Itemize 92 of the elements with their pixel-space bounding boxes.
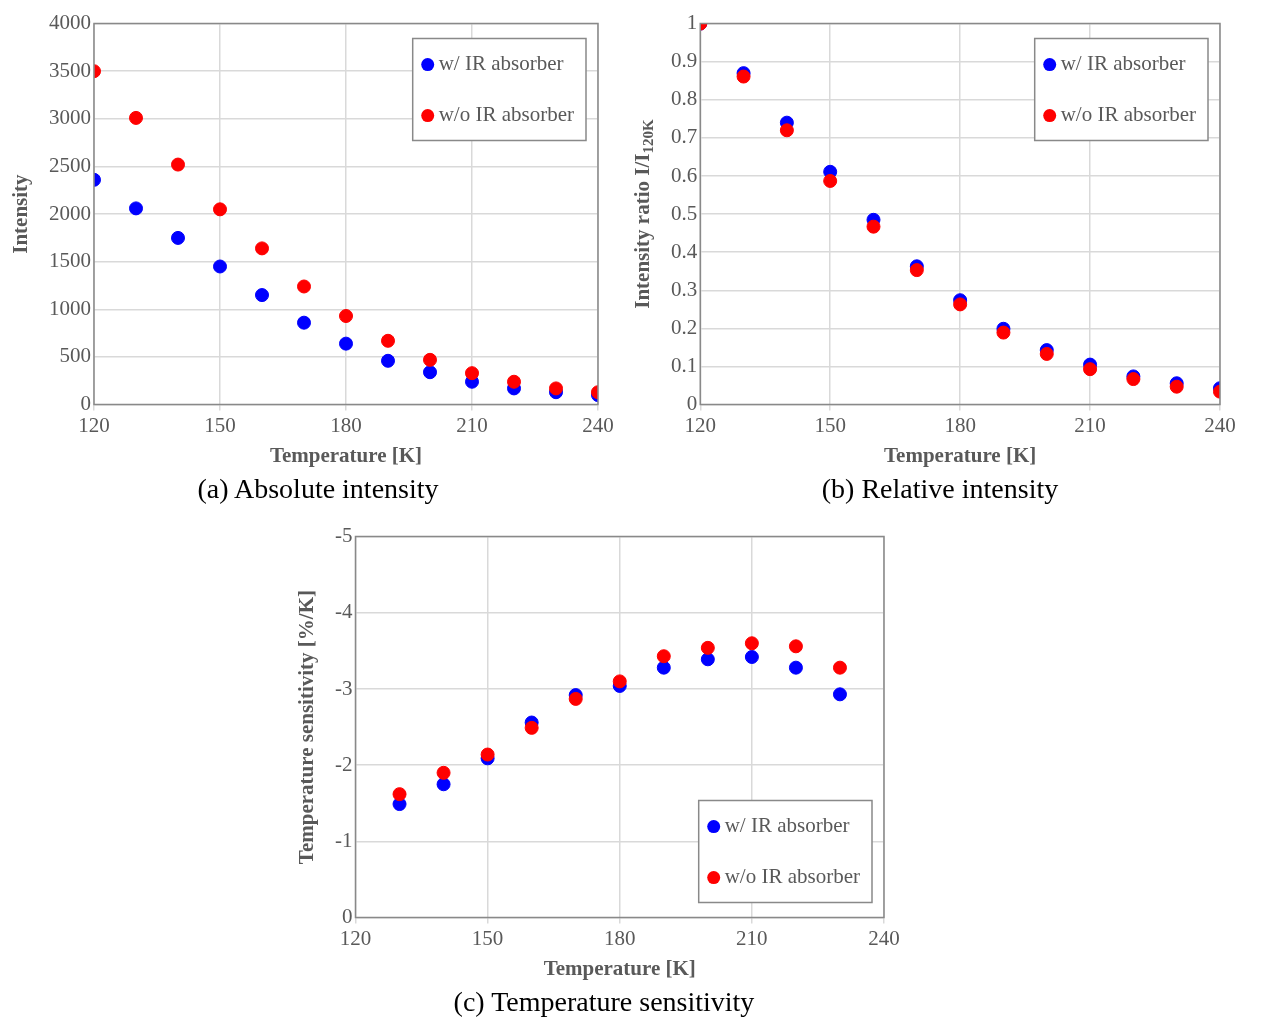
y-tick-label: 0.2 (671, 314, 698, 339)
y-tick-label: -2 (334, 751, 353, 776)
point (213, 259, 227, 274)
legend-label: w/ IR absorber (438, 51, 564, 76)
point (524, 720, 539, 735)
point (480, 747, 495, 762)
point (744, 636, 759, 651)
point (507, 374, 521, 389)
y-axis-title: Intensity ratio I/I120K (630, 119, 656, 309)
point (297, 315, 311, 330)
point (612, 674, 627, 689)
x-tick-label: 240 (1204, 412, 1236, 437)
point (465, 366, 479, 381)
point (255, 288, 269, 303)
x-tick-label: 180 (604, 925, 636, 950)
point (339, 336, 353, 351)
y-tick-label: 2000 (49, 200, 91, 225)
y-tick-label: 3500 (49, 57, 91, 82)
point (171, 157, 185, 172)
y-tick-label: 0.5 (671, 200, 698, 225)
x-axis-title: Temperature [K] (884, 442, 1037, 467)
x-axis-title: Temperature [K] (269, 442, 423, 467)
y-tick-label: 0.9 (671, 48, 698, 73)
x-tick-label: 210 (456, 412, 488, 437)
y-tick-label: 1 (686, 10, 698, 35)
x-tick-label: 240 (582, 412, 614, 437)
point (744, 650, 759, 664)
y-tick-label: -4 (334, 599, 353, 624)
x-tick-label: 150 (471, 925, 504, 950)
point (129, 201, 143, 216)
text: (c) Temperature sensitivity (452, 986, 756, 1018)
x-tick-label: 180 (330, 412, 362, 437)
y-tick-label: 0.3 (671, 276, 698, 301)
point (171, 230, 185, 245)
point (129, 110, 143, 125)
point (788, 660, 803, 675)
legend-label: w/o IR absorber (438, 102, 575, 127)
y-axis-title: Intensity (8, 173, 33, 254)
point (255, 241, 269, 256)
x-tick-label: 210 (1074, 412, 1106, 437)
y-tick-label: 3000 (49, 105, 91, 130)
point (381, 333, 395, 348)
point (866, 219, 881, 234)
y-tick-label: 1000 (49, 295, 91, 320)
y-tick-label: 0.1 (671, 353, 698, 378)
point (381, 353, 395, 368)
point (953, 297, 968, 312)
point (423, 352, 437, 367)
point (832, 660, 847, 675)
y-tick-label: -5 (334, 523, 353, 548)
point (700, 652, 715, 667)
y-tick-label: -1 (334, 827, 353, 852)
text: (b) Relative intensity (820, 473, 1060, 505)
point (1083, 362, 1098, 377)
point (436, 777, 451, 792)
point (339, 309, 353, 324)
x-tick-label: 180 (944, 412, 976, 437)
point (436, 765, 451, 780)
point (700, 640, 715, 655)
x-tick-label: 240 (868, 925, 900, 950)
point (832, 687, 847, 702)
text: (a) Absolute intensity (196, 473, 440, 505)
point (392, 787, 407, 802)
x-tick-label: 150 (814, 412, 846, 437)
point (823, 173, 838, 188)
point (656, 649, 671, 664)
point (213, 202, 227, 217)
point (423, 365, 437, 380)
y-tick-label: 0.8 (671, 86, 698, 111)
legend-label: w/o IR absorber (724, 864, 861, 889)
legend-label: w/o IR absorber (1060, 102, 1197, 127)
y-tick-label: 0.4 (671, 238, 698, 263)
point (996, 325, 1011, 340)
point (297, 279, 311, 294)
point (909, 263, 924, 278)
y-tick-label: 0.6 (671, 162, 698, 187)
y-tick-label: 500 (59, 343, 91, 368)
x-axis-title: Temperature [K] (543, 955, 696, 980)
x-tick-label: 210 (736, 925, 768, 950)
point (549, 381, 563, 396)
legend-label: w/ IR absorber (724, 813, 850, 838)
y-tick-label: 4000 (49, 10, 91, 35)
legend-label: w/ IR absorber (1060, 51, 1186, 76)
y-tick-label: -3 (334, 675, 353, 700)
x-tick-label: 150 (204, 412, 236, 437)
y-axis-title: Temperature sensitivity [%/K] (294, 590, 319, 865)
point (656, 660, 671, 675)
y-tick-label: 0.7 (671, 124, 698, 149)
point (788, 639, 803, 654)
y-tick-label: 1500 (49, 248, 91, 273)
y-tick-label: 2500 (49, 152, 91, 177)
point (779, 123, 794, 138)
